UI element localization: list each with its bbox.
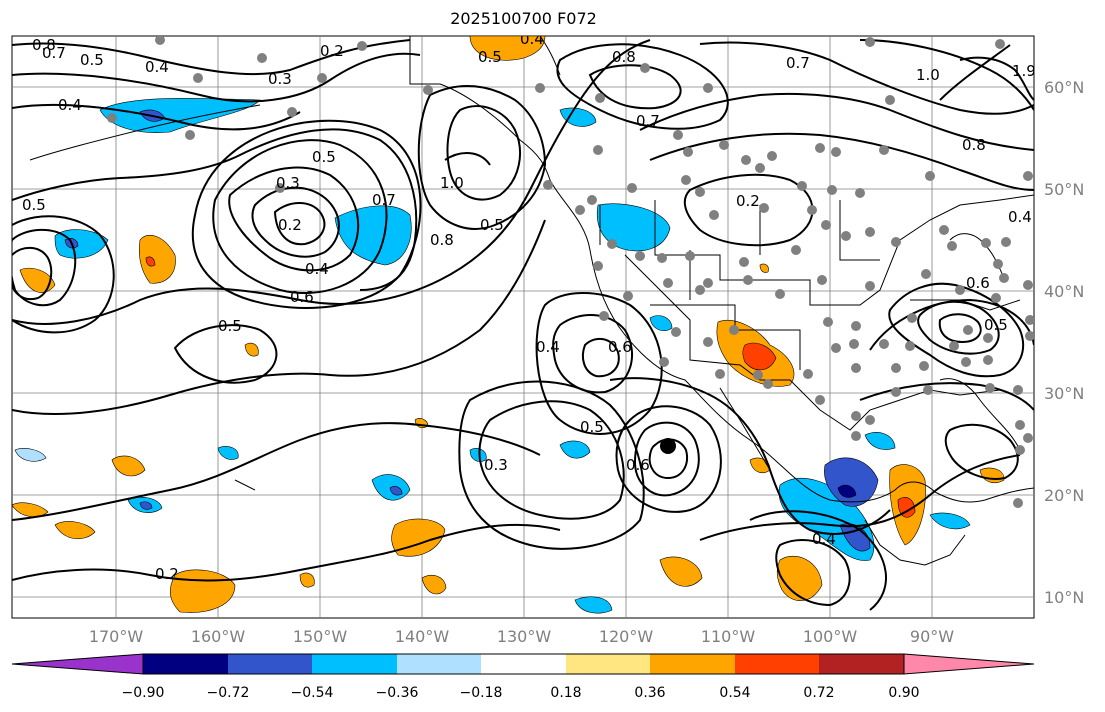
contour-label: 0.4 — [520, 30, 544, 48]
contour-label: 0.3 — [276, 174, 300, 192]
contour-label: 0.8 — [962, 136, 986, 154]
contour-label: 0.4 — [536, 338, 560, 356]
colorbar: −0.90 −0.72 −0.54 −0.36 −0.18 0.18 0.36 … — [11, 653, 1035, 701]
colorbar-extend-left — [11, 653, 144, 675]
contour-label: 1.0 — [916, 66, 940, 84]
lat-label: 40°N — [1044, 282, 1084, 301]
contour-label: 0.4 — [58, 96, 82, 114]
contour-label: 0.8 — [612, 48, 636, 66]
contour-label: 0.3 — [268, 70, 292, 88]
contour-label: 0.2 — [320, 42, 344, 60]
lat-label: 20°N — [1044, 486, 1084, 505]
contour-label: 0.2 — [736, 192, 760, 210]
lon-label: 100°W — [803, 627, 858, 646]
contour-lines — [12, 39, 1034, 611]
lon-label: 170°W — [89, 627, 144, 646]
colorbar-segment — [735, 654, 819, 674]
shaded-fields — [12, 36, 1005, 614]
colorbar-tick-label: 0.90 — [888, 685, 919, 701]
contour-label: 0.5 — [312, 148, 336, 166]
contour-label-group: 0.8 0.7 0.5 0.4 0.2 0.4 0.3 0.4 0.5 0.5 … — [22, 30, 1036, 583]
lon-label: 90°W — [910, 627, 954, 646]
colorbar-tick-label: −0.18 — [460, 685, 503, 701]
contour-label: 0.5 — [478, 48, 502, 66]
contour-label: 0.7 — [636, 112, 660, 130]
contour-label: 1.9 — [1012, 62, 1036, 80]
colorbar-segment — [228, 654, 312, 674]
contour-label: 0.5 — [480, 216, 504, 234]
colorbar-segment — [650, 654, 735, 674]
contour-label: 0.4 — [812, 530, 836, 548]
contour-label: 0.7 — [42, 44, 66, 62]
colorbar-tick-label: −0.36 — [376, 685, 419, 701]
contour-label: 0.5 — [580, 418, 604, 436]
contour-label: 0.5 — [218, 317, 242, 335]
lon-label: 150°W — [293, 627, 348, 646]
contour-label: 0.2 — [278, 216, 302, 234]
contour-label: 0.8 — [32, 36, 56, 54]
contour-label: 0.5 — [80, 51, 104, 69]
colorbar-segment — [819, 654, 904, 674]
contour-label: 0.5 — [984, 316, 1008, 334]
cyclone-center-marker — [660, 438, 676, 454]
contour-label: 0.6 — [626, 456, 650, 474]
lon-label: 160°W — [191, 627, 246, 646]
lon-label: 130°W — [497, 627, 552, 646]
contour-label: 0.4 — [1008, 208, 1032, 226]
lat-label: 30°N — [1044, 384, 1084, 403]
latitude-labels: 60°N 50°N 40°N 30°N 20°N 10°N — [1044, 78, 1084, 607]
lon-label: 140°W — [395, 627, 450, 646]
contour-label: 0.4 — [145, 58, 169, 76]
contour-label: 0.8 — [430, 231, 454, 249]
lon-label: 110°W — [701, 627, 756, 646]
longitude-labels: 170°W 160°W 150°W 140°W 130°W 120°W 110°… — [89, 627, 954, 646]
contour-label: 0.7 — [372, 191, 396, 209]
colorbar-tick-label: −0.90 — [122, 685, 165, 701]
colorbar-tick-label: −0.54 — [291, 685, 334, 701]
colorbar-tick-label: 0.36 — [634, 685, 665, 701]
map-content: 0.8 0.7 0.5 0.4 0.2 0.4 0.3 0.4 0.5 0.5 … — [12, 30, 1036, 618]
colorbar-outline — [142, 653, 905, 675]
contour-label: 0.6 — [608, 338, 632, 356]
contour-label: 0.6 — [966, 274, 990, 292]
contour-label: 0.2 — [155, 565, 179, 583]
contour-label: 0.4 — [305, 260, 329, 278]
colorbar-tick-labels: −0.90 −0.72 −0.54 −0.36 −0.18 0.18 0.36 … — [122, 685, 920, 701]
colorbar-tick-label: 0.54 — [719, 685, 750, 701]
contour-label: 0.6 — [290, 288, 314, 306]
colorbar-extend-right — [903, 653, 1035, 675]
colorbar-segment — [312, 654, 397, 674]
contour-label: 0.7 — [786, 54, 810, 72]
colorbar-segment — [143, 654, 228, 674]
station-markers — [107, 36, 1034, 508]
colorbar-segment — [397, 654, 481, 674]
contour-label: 1.0 — [440, 174, 464, 192]
lon-label: 120°W — [599, 627, 654, 646]
lat-label: 10°N — [1044, 588, 1084, 607]
colorbar-segment — [481, 654, 566, 674]
colorbar-segment — [566, 654, 650, 674]
contour-label: 0.5 — [22, 196, 46, 214]
colorbar-tick-label: −0.72 — [207, 685, 250, 701]
lat-label: 50°N — [1044, 180, 1084, 199]
lat-label: 60°N — [1044, 78, 1084, 97]
contour-label: 0.3 — [484, 456, 508, 474]
map-title: 2025100700 F072 — [450, 9, 597, 28]
colorbar-tick-label: 0.18 — [550, 685, 581, 701]
colorbar-tick-label: 0.72 — [803, 685, 834, 701]
